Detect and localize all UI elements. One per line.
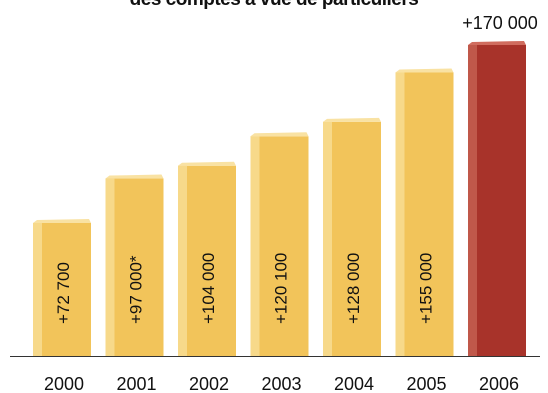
bar-2006 xyxy=(468,41,526,356)
bar-side xyxy=(33,223,42,356)
bar-top xyxy=(178,161,236,166)
tick-label-2001: 2001 xyxy=(116,374,156,393)
bar-face xyxy=(105,178,164,356)
data-label-2006: +170 000 xyxy=(462,13,538,33)
bar-2003 xyxy=(250,132,309,356)
bar-side xyxy=(250,136,260,356)
data-label-2003: +120 100 xyxy=(272,253,291,324)
bar-face xyxy=(178,165,236,356)
bar-top xyxy=(250,132,309,137)
bar-top xyxy=(323,117,381,122)
bar-2000 xyxy=(33,219,91,356)
bar-face xyxy=(33,223,91,356)
data-label-2004: +128 000 xyxy=(344,253,363,324)
bar-side xyxy=(105,178,115,356)
data-label-2002: +104 000 xyxy=(199,253,218,324)
bars-group: +72 700 +97 000* +104 000 +120 100 +128 000 +… xyxy=(33,13,538,357)
bar-2002 xyxy=(178,161,236,356)
bar-side xyxy=(468,45,477,356)
category-labels: 2000 2001 2002 2003 2004 2005 2006 xyxy=(44,374,519,393)
bar-2001 xyxy=(105,174,164,356)
data-label-2001: +97 000* xyxy=(127,255,146,324)
tick-label-2004: 2004 xyxy=(334,374,374,393)
data-label-2000: +72 700 xyxy=(54,262,73,324)
bar-face xyxy=(323,121,381,356)
chart-title: des comptes à vue de particuliers xyxy=(0,0,548,11)
bar-2005 xyxy=(395,68,454,357)
tick-label-2002: 2002 xyxy=(189,374,229,393)
bar-side xyxy=(323,121,332,356)
tick-label-2000: 2000 xyxy=(44,374,84,393)
bar-top xyxy=(395,68,454,73)
tick-label-2005: 2005 xyxy=(406,374,446,393)
tick-label-2003: 2003 xyxy=(261,374,301,393)
bar-top xyxy=(33,219,91,224)
tick-label-2006: 2006 xyxy=(479,374,519,393)
bar-face xyxy=(250,136,309,356)
bar-side xyxy=(178,165,187,356)
bar-top xyxy=(105,174,164,179)
bar-face xyxy=(468,45,526,356)
bar-top xyxy=(468,41,526,45)
bar-2004 xyxy=(323,117,381,356)
data-label-2005: +155 000 xyxy=(417,253,436,324)
bar-side xyxy=(395,72,405,357)
bar-face xyxy=(395,72,454,357)
